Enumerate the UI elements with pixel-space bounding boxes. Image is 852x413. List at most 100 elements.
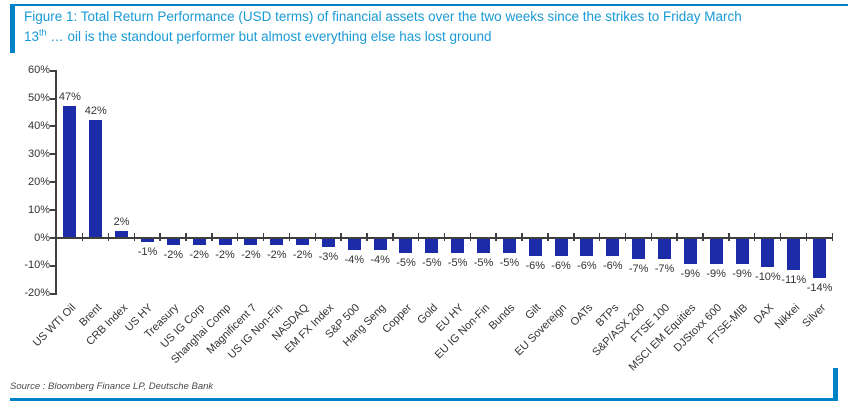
bar — [347, 239, 361, 251]
bar-value-label: -6% — [602, 259, 623, 272]
bar — [244, 239, 258, 245]
frame-left-accent-bar — [10, 4, 15, 53]
x-axis-tick — [314, 233, 316, 241]
bar — [813, 239, 827, 279]
bar-value-label: -5% — [447, 256, 468, 269]
frame-bottom-line — [10, 398, 838, 401]
bar-value-label: -2% — [292, 248, 313, 261]
bar-value-label: -2% — [241, 248, 261, 261]
bar-value-label: -5% — [473, 256, 494, 269]
bar — [632, 239, 646, 259]
bar — [606, 239, 620, 256]
y-axis-tick — [50, 125, 55, 128]
y-axis-label: 50% — [27, 92, 50, 104]
x-axis-tick — [521, 233, 523, 241]
x-axis-tick — [650, 233, 653, 241]
x-axis-tick — [547, 233, 549, 241]
x-axis-tick — [676, 233, 678, 241]
bar — [270, 239, 284, 245]
bar-value-label: -1% — [137, 245, 158, 258]
frame-top-line — [10, 4, 848, 6]
x-axis-tick — [779, 233, 782, 241]
bar-value-label: -2% — [189, 248, 209, 261]
x-axis-tick — [81, 233, 84, 241]
figure-title-line2-number: 13 — [24, 29, 40, 44]
bar-value-label: -6% — [577, 259, 597, 272]
bar-value-label: -9% — [732, 268, 752, 281]
y-axis-tick — [50, 264, 55, 267]
x-axis-tick — [573, 233, 575, 241]
x-axis-tick — [417, 233, 420, 241]
y-axis-label: -20% — [24, 287, 50, 300]
x-axis-tick — [728, 233, 730, 241]
bar-value-label: -2% — [215, 248, 235, 261]
y-axis-tick — [50, 209, 55, 212]
x-axis-tick — [624, 233, 627, 241]
bar-value-label: -5% — [422, 256, 442, 269]
bar — [63, 105, 77, 237]
bar — [735, 239, 749, 265]
y-axis-label: 60% — [27, 64, 50, 77]
figure-title-line2-rest: … oil is the standout performer but almo… — [46, 29, 492, 44]
figure-title: Figure 1: Total Return Performance (USD … — [24, 7, 840, 47]
x-axis-tick — [469, 233, 472, 241]
bar-value-label: -5% — [396, 256, 416, 269]
x-axis-tick — [262, 233, 265, 241]
bar — [115, 231, 129, 237]
bar — [528, 239, 542, 256]
bar-value-label: -2% — [163, 248, 184, 261]
bar — [477, 239, 491, 253]
bar-value-label: -7% — [628, 262, 649, 275]
bar — [140, 239, 154, 242]
y-axis-label: 20% — [27, 175, 50, 188]
y-axis-label: 0% — [34, 231, 50, 244]
bar-value-label: -10% — [755, 270, 781, 283]
x-axis-tick — [288, 233, 291, 241]
bar — [761, 239, 775, 267]
bar — [321, 239, 335, 248]
bar — [89, 119, 103, 237]
bar-value-label: 42% — [84, 104, 107, 117]
bar-value-label: -3% — [318, 251, 339, 264]
x-axis-tick — [831, 233, 833, 241]
y-axis-tick — [50, 292, 55, 295]
bar — [451, 239, 465, 253]
frame-right-accent-bar — [833, 368, 838, 398]
y-axis-tick — [50, 69, 55, 72]
bar — [192, 239, 206, 245]
x-axis-tick — [495, 233, 497, 241]
bar-value-label: -4% — [370, 254, 390, 267]
bar — [373, 239, 387, 251]
bar — [657, 239, 671, 259]
bar — [502, 239, 516, 253]
figure-title-line1: Figure 1: Total Return Performance (USD … — [24, 9, 742, 24]
x-axis-tick — [702, 233, 704, 241]
bar — [580, 239, 594, 256]
x-axis-tick — [185, 233, 187, 241]
x-axis-tick — [236, 233, 239, 241]
bar-value-label: -9% — [680, 268, 701, 281]
figure-title-ordinal-superscript: th — [39, 27, 47, 38]
bar-value-label: -5% — [499, 256, 520, 269]
x-axis-tick — [366, 233, 368, 241]
x-axis-tick — [159, 233, 161, 241]
bar-value-label: -2% — [266, 248, 287, 261]
bar — [218, 239, 232, 245]
bar-value-label: -6% — [525, 259, 545, 272]
y-axis-line — [55, 69, 57, 295]
bar-value-label: -9% — [706, 268, 726, 281]
x-axis-tick — [805, 233, 808, 241]
bar — [166, 239, 180, 245]
bar-value-label: -14% — [806, 282, 833, 295]
y-axis-label: 30% — [27, 147, 50, 160]
source-note: Source : Bloomberg Finance LP, Deutsche … — [10, 381, 214, 392]
y-axis-tick — [50, 181, 55, 184]
y-axis-label: 40% — [27, 119, 50, 132]
bar-value-label: 2% — [113, 216, 130, 229]
bar — [554, 239, 568, 256]
x-axis-tick — [443, 233, 446, 241]
x-axis-tick — [107, 233, 110, 241]
x-axis-tick — [753, 233, 756, 241]
bar-value-label: -7% — [654, 262, 675, 275]
